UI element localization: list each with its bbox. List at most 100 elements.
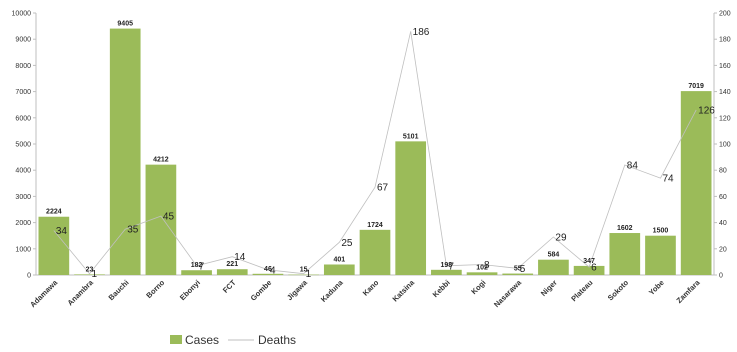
bar-value-label: 1500 [653,228,669,235]
deaths-value-label: 67 [377,183,389,194]
deaths-value-label: 5 [520,264,526,275]
bar-cases [680,91,712,275]
bar-value-label: 347 [583,258,595,265]
deaths-line [53,31,697,275]
deaths-value-label: 29 [555,233,567,244]
bar-value-label: 182 [191,262,203,269]
x-tick-label: Nasarawa [492,277,524,309]
y-right-tick-label: 160 [719,63,731,70]
deaths-series-line [53,31,697,275]
bar-cases [181,270,212,275]
bar-value-label: 584 [548,252,560,259]
legend: Cases Deaths [170,333,296,347]
bar-cases [538,259,569,275]
y-right-tick-label: 120 [719,115,731,122]
deaths-value-label: 8 [484,260,490,271]
x-tick-label: Niger [539,278,559,298]
legend-deaths-label: Deaths [258,333,296,347]
y-right-tick-label: 100 [719,142,731,149]
deaths-value-label: 14 [234,252,246,263]
bar-value-label: 23 [86,266,94,273]
bar-cases [109,28,141,275]
y-left-tick-label: 7000 [15,89,31,96]
y-left-tick-label: 3000 [15,194,31,201]
y-right-tick-label: 80 [719,168,727,175]
y-left-tick-label: 9000 [15,37,31,44]
bar-cases [323,264,355,275]
x-tick-label: Anambra [66,277,96,307]
bar-cases [288,274,319,276]
bar-cases [395,141,427,275]
bar-value-label: 401 [333,256,345,263]
bar-cases [502,273,534,275]
bar-value-label: 1724 [367,222,383,229]
y-right-tick-label: 20 [719,246,727,253]
x-tick-label: Jigawa [285,277,310,302]
bar-cases [431,269,462,275]
y-left-tick-label: 0 [27,273,31,280]
deaths-value-label: 25 [341,238,353,249]
bar-cases [645,235,676,275]
y-right-tick-label: 40 [719,220,727,227]
bar-value-label: 46 [264,266,272,273]
y-left-tick-label: 4000 [15,168,31,175]
x-tick-label: Gombe [249,278,274,303]
deaths-value-label: 84 [627,160,639,171]
bar-value-label: 221 [226,261,238,268]
x-tick-label: Sokoto [606,278,631,303]
bar-cases [359,229,391,275]
deaths-value-label: 126 [698,105,715,116]
x-tick-label: FCT [221,278,238,295]
y-right-tick-label: 60 [719,194,727,201]
y-right-tick-label: 140 [719,89,731,96]
bar-value-label: 15 [300,267,308,274]
deaths-value-label: 45 [163,212,175,223]
bar-value-label: 9405 [117,21,133,28]
x-tick-label: Zamfara [675,277,703,305]
deaths-value-label: 7 [199,261,205,272]
bar-value-label: 2224 [46,209,62,216]
bar-cases [609,233,641,275]
y-left-tick-label: 8000 [15,63,31,70]
deaths-value-label: 6 [591,263,597,274]
deaths-value-label: 74 [662,174,674,185]
deaths-value-label: 186 [413,27,430,38]
bar-cases [466,272,498,275]
deaths-value-label: 1 [306,269,312,280]
bar-cases [38,216,70,275]
x-tick-label: Katsina [391,277,417,303]
legend-cases-label: Cases [185,333,219,347]
y-left-tick-label: 10000 [12,11,32,18]
y-right-tick-label: 200 [719,11,731,18]
deaths-value-label: 35 [127,225,139,236]
y-left-tick-label: 5000 [15,142,31,149]
bars [38,28,712,276]
x-tick-label: Kebbi [431,278,452,299]
x-tick-label: Ebonyi [178,278,202,302]
y-left-tick-label: 6000 [15,115,31,122]
x-tick-label: Plateau [569,278,595,304]
bar-value-label: 55 [514,266,522,273]
y-right-tick-label: 180 [719,37,731,44]
y-right-tick-label: 0 [719,273,723,280]
x-tick-label: Kaduna [319,277,345,303]
bar-value-label: 7019 [688,83,704,90]
x-tick-label: Kogi [469,278,487,296]
x-tick-label: Adamawa [28,277,60,309]
bar-value-label: 5101 [403,133,419,140]
x-tick-label: Borno [144,278,166,300]
deaths-value-label: 4 [270,265,276,276]
x-tick-label: Yobe [647,278,666,297]
x-tick-label: Kano [361,278,381,298]
deaths-value-label: 7 [448,261,454,272]
bar-value-label: 1602 [617,225,633,232]
deaths-value-label: 1 [92,269,98,280]
bar-cases [573,265,605,275]
bar-cases [216,269,248,275]
deaths-value-label: 34 [56,226,68,237]
x-tick-label: Bauchi [107,278,131,302]
bar-value-label: 198 [441,262,453,269]
bar-cases [252,273,284,275]
